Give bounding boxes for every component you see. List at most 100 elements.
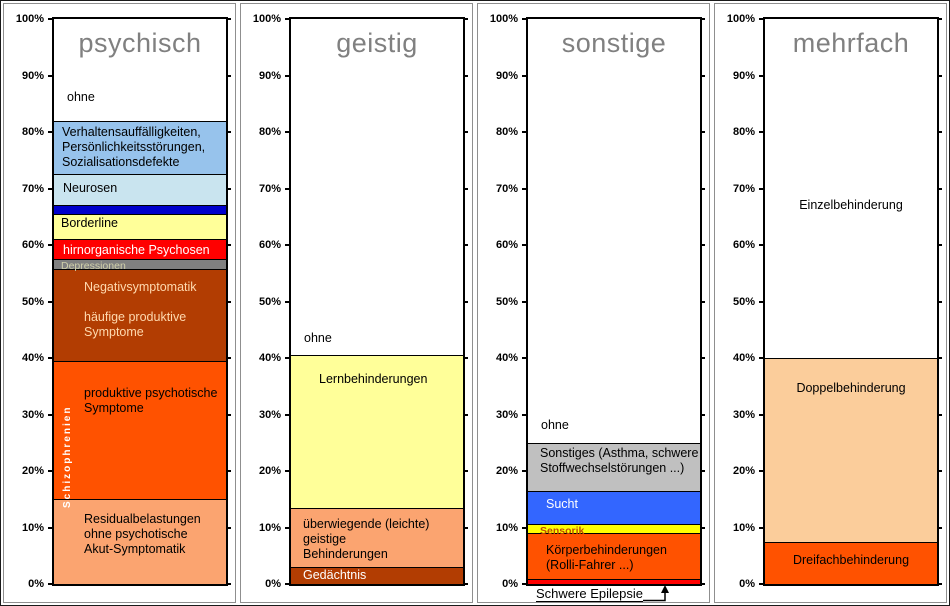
segment-label: produktive psychotische Symptome bbox=[84, 386, 218, 416]
y-axis-tick bbox=[522, 526, 528, 529]
segment-label: ohne bbox=[304, 330, 332, 345]
segment-label: Sonstiges (Asthma, schwere Stoffwechsels… bbox=[540, 446, 699, 476]
y-axis-tick-label: 90% bbox=[732, 69, 755, 82]
bar-segment-dreifachbehinderung bbox=[765, 541, 937, 584]
segment-label: Doppelbehinderung bbox=[796, 380, 906, 395]
y-axis-tick-right bbox=[463, 526, 468, 529]
y-axis-tick-right bbox=[937, 18, 942, 20]
y-axis-tick-label: 100% bbox=[489, 13, 518, 25]
bar-segment-lernbehinderungen bbox=[291, 355, 463, 508]
y-axis-tick-right bbox=[937, 244, 942, 246]
segment-label: Residualbelastungen ohne psychotische Ak… bbox=[84, 511, 201, 556]
bar-segment-produktive bbox=[54, 360, 226, 500]
y-axis-tick bbox=[522, 413, 528, 416]
bar-segment-gedächtnis bbox=[291, 567, 463, 584]
plot-area: 0% 10% 20% 30% 40% 50% 60% 70% 80% 90% 100% sonstig… bbox=[490, 13, 705, 602]
chart-panel-psychisch: 0% 10% 20% 30% 40% 50% 60% 70% 80% 90% 100% psychis… bbox=[3, 3, 236, 603]
y-axis-tick bbox=[522, 131, 528, 133]
y-axis-tick-right bbox=[700, 470, 705, 472]
segment-label: Borderline bbox=[61, 215, 118, 230]
y-axis-tick bbox=[759, 131, 765, 133]
y-axis-tick-label: 80% bbox=[258, 126, 281, 138]
bar-segment-einzelbehinderung bbox=[765, 19, 937, 358]
y-axis-tick-right bbox=[700, 357, 705, 359]
bar-segment-verhaltensauffälligkeiten, bbox=[54, 120, 226, 175]
segment-label: Lernbehinderungen bbox=[319, 372, 428, 387]
y-axis-tick-right bbox=[463, 244, 468, 246]
y-axis-tick bbox=[48, 74, 54, 77]
y-axis-tick-right bbox=[937, 131, 942, 133]
bar-segment-doppelbehinderung bbox=[765, 358, 937, 542]
y-axis-tick bbox=[522, 187, 528, 190]
y-axis-tick-label: 40% bbox=[495, 352, 518, 364]
y-axis-tick bbox=[48, 300, 54, 303]
y-axis-tick bbox=[759, 18, 765, 20]
y-axis-tick-label: 60% bbox=[21, 239, 44, 251]
y-axis-tick-right bbox=[937, 187, 942, 190]
y-axis-tick bbox=[285, 470, 291, 472]
y-axis-tick bbox=[759, 74, 765, 77]
y-axis-tick-label: 50% bbox=[258, 295, 281, 308]
segment-label: Körperbehinderungen (Rolli-Fahrer ...) bbox=[546, 543, 667, 573]
y-axis-tick-label: 30% bbox=[732, 408, 755, 421]
y-axis-tick-right bbox=[937, 300, 942, 303]
y-axis-tick-right bbox=[226, 74, 231, 77]
bar-segment bbox=[54, 205, 226, 214]
y-axis-tick-right bbox=[937, 74, 942, 77]
y-axis-tick-right bbox=[700, 526, 705, 529]
y-axis-tick-right bbox=[700, 244, 705, 246]
y-axis-tick-label: 70% bbox=[258, 182, 281, 195]
y-axis-tick bbox=[285, 583, 291, 585]
bar-segment-ohne bbox=[528, 19, 700, 443]
y-axis-tick-right bbox=[226, 470, 231, 472]
bar-segment-borderline bbox=[54, 213, 226, 240]
y-axis-tick-label: 40% bbox=[258, 352, 281, 364]
y-axis-tick-label: 50% bbox=[495, 295, 518, 308]
y-axis-tick bbox=[48, 413, 54, 416]
y-axis-tick bbox=[759, 583, 765, 585]
bar-segment-überwiegende bbox=[291, 507, 463, 568]
y-axis-tick-label: 10% bbox=[21, 521, 44, 534]
y-axis-tick-right bbox=[463, 74, 468, 77]
y-axis-tick bbox=[285, 131, 291, 133]
y-axis-tick-label: 90% bbox=[21, 69, 44, 82]
y-axis-tick-right bbox=[700, 131, 705, 133]
y-axis-tick-right bbox=[700, 583, 705, 585]
y-axis-tick-right bbox=[463, 470, 468, 472]
y-axis-tick bbox=[285, 526, 291, 529]
y-axis-tick bbox=[522, 357, 528, 359]
y-axis-tick-label: 20% bbox=[258, 465, 281, 477]
y-axis-tick-label: 0% bbox=[739, 578, 755, 590]
y-axis-tick-right bbox=[463, 413, 468, 416]
segment-label: Gedächtnis bbox=[303, 568, 367, 583]
y-axis-tick-right bbox=[463, 357, 468, 359]
y-axis-tick-label: 60% bbox=[258, 239, 281, 251]
y-axis-tick bbox=[759, 413, 765, 416]
y-axis-tick-label: 60% bbox=[732, 239, 755, 251]
y-axis-tick-label: 90% bbox=[258, 69, 281, 82]
plot-area: 0% 10% 20% 30% 40% 50% 60% 70% 80% 90% 100% mehrfac… bbox=[727, 13, 942, 590]
y-axis-tick-right bbox=[463, 18, 468, 20]
y-axis-tick bbox=[759, 300, 765, 303]
y-axis-tick-label: 30% bbox=[495, 408, 518, 421]
y-axis-tick bbox=[522, 300, 528, 303]
segment-label: Verhaltensauffälligkeiten, Persönlichkei… bbox=[62, 124, 206, 169]
bar-segment-negativsymptomatik bbox=[54, 269, 226, 361]
y-axis-tick bbox=[285, 187, 291, 190]
y-axis-tick-label: 100% bbox=[15, 13, 44, 25]
y-axis-tick-right bbox=[463, 187, 468, 190]
y-axis-tick-label: 90% bbox=[495, 69, 518, 82]
bar-segment-sucht bbox=[528, 490, 700, 525]
bar-segment-hirnorganische bbox=[54, 239, 226, 260]
y-axis-tick bbox=[48, 244, 54, 246]
segment-label: ohne bbox=[67, 89, 95, 104]
segment-label: ohne bbox=[541, 418, 569, 433]
segment-label: Dreifachbehinderung bbox=[792, 552, 910, 567]
y-axis-tick-right bbox=[700, 18, 705, 20]
y-axis-tick bbox=[285, 18, 291, 20]
y-axis-tick-right bbox=[700, 74, 705, 77]
y-axis-tick-label: 60% bbox=[495, 239, 518, 251]
y-axis-tick bbox=[48, 470, 54, 472]
y-axis-tick-label: 10% bbox=[258, 521, 281, 534]
schizophrenien-vertical-label: Schizophrenien bbox=[62, 405, 73, 508]
